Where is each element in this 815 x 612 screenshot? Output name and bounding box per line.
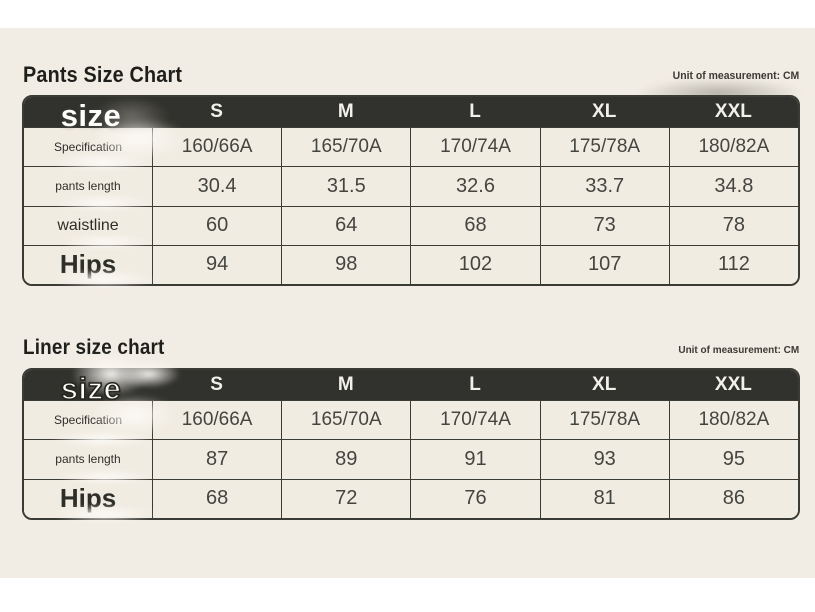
column-header: S: [152, 97, 282, 127]
table-cell: 32.6: [410, 166, 540, 206]
table-cell: 81: [539, 478, 669, 518]
table-cell: 68: [410, 205, 540, 245]
table-cell: 68: [152, 478, 282, 518]
row-label: pants length: [24, 166, 152, 206]
table-cell: 165/70A: [281, 127, 411, 167]
row-label: Hips: [24, 244, 152, 284]
table-cell: 89: [281, 439, 411, 479]
table-cell: 102: [410, 244, 540, 284]
table-cell: 160/66A: [152, 127, 282, 167]
row-label: Specification: [24, 127, 152, 167]
header-corner-cell: [24, 97, 152, 127]
table-cell: 91: [410, 439, 540, 479]
table-cell: 87: [152, 439, 282, 479]
table-cell: 94: [152, 244, 282, 284]
table-cell: 33.7: [539, 166, 669, 206]
table-cell: 76: [410, 478, 540, 518]
column-header: S: [152, 370, 282, 400]
column-header: XXL: [668, 370, 798, 400]
table-cell: 34.8: [668, 166, 798, 206]
table-cell: 180/82A: [668, 400, 798, 440]
table-cell: 98: [281, 244, 411, 284]
row-label: Specification: [24, 400, 152, 440]
row-label: waistline: [24, 205, 152, 245]
table-cell: 180/82A: [668, 127, 798, 167]
table-cell: 175/78A: [539, 127, 669, 167]
table-cell: 73: [539, 205, 669, 245]
table-cell: 72: [281, 478, 411, 518]
table-cell: 31.5: [281, 166, 411, 206]
table-cell: 30.4: [152, 166, 282, 206]
table-cell: 60: [152, 205, 282, 245]
column-header: L: [410, 370, 540, 400]
column-header: M: [281, 97, 411, 127]
table-cell: 64: [281, 205, 411, 245]
table-cell: 170/74A: [410, 127, 540, 167]
table-cell: 107: [539, 244, 669, 284]
table-cell: 86: [668, 478, 798, 518]
table-cell: 170/74A: [410, 400, 540, 440]
pants-size-table: S M L XL XXL Specification 160/66A 165/7…: [22, 95, 800, 286]
table-cell: 93: [539, 439, 669, 479]
table-cell: 112: [668, 244, 798, 284]
table-cell: 165/70A: [281, 400, 411, 440]
liner-size-table: S M L XL XXL Specification 160/66A 165/7…: [22, 368, 800, 520]
column-header: XXL: [668, 97, 798, 127]
unit-label: Unit of measurement: CM: [672, 70, 799, 82]
table-cell: 160/66A: [152, 400, 282, 440]
row-label: pants length: [24, 439, 152, 479]
column-header: XL: [539, 370, 669, 400]
column-header: XL: [539, 97, 669, 127]
pants-chart-title: Pants Size Chart: [23, 62, 183, 87]
table-cell: 78: [668, 205, 798, 245]
header-corner-cell: [24, 370, 152, 400]
unit-label: Unit of measurement: CM: [678, 344, 799, 356]
column-header: M: [281, 370, 411, 400]
column-header: L: [410, 97, 540, 127]
liner-chart-title: Liner size chart: [23, 336, 165, 359]
table-cell: 175/78A: [539, 400, 669, 440]
table-cell: 95: [668, 439, 798, 479]
row-label: Hips: [24, 478, 152, 518]
